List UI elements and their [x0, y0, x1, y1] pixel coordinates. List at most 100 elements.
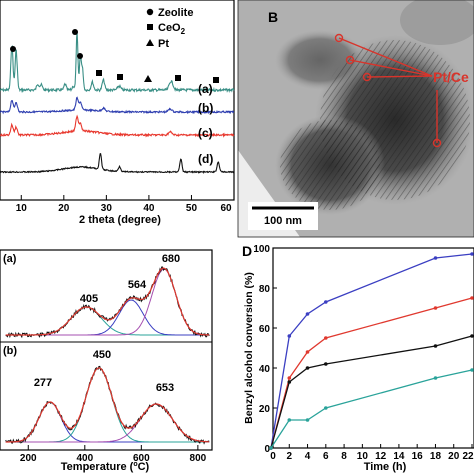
x-tick-label: 400: [76, 453, 93, 464]
peak-label-680: 680: [162, 253, 180, 265]
panel-c: 200 400 600 800 (a) (b) 405 564 680 277 450…: [0, 249, 213, 473]
tpr-label-a: (a): [3, 253, 17, 265]
ceo2-peak-marker: [117, 74, 123, 80]
conversion-point-0: [470, 252, 474, 256]
conversion-point-1: [324, 336, 328, 340]
curve-label-a: (a): [198, 82, 213, 96]
pt-ce-label: Pt/Ce: [433, 69, 469, 85]
ceo2-peak-marker: [96, 70, 102, 76]
x-tick-label: 10: [16, 203, 28, 214]
conversion-point-2: [324, 362, 328, 366]
y-tick-label: 60: [259, 324, 271, 335]
x-tick-label: 2: [286, 451, 292, 462]
conversion-point-1: [305, 350, 310, 354]
panel-d-frame: [272, 247, 474, 449]
y-tick-label: 80: [259, 284, 271, 295]
peak-label-653: 653: [156, 382, 174, 394]
x-tick-label: 10: [357, 451, 369, 462]
x-tick-label: 0: [270, 451, 276, 462]
curve-label-d: (d): [198, 152, 213, 166]
panel-c-frame: [0, 249, 213, 451]
x-tick-label: 4: [305, 451, 311, 462]
panel-d-letter: D: [242, 243, 252, 259]
x-tick-label: 30: [101, 203, 113, 214]
panel-a: 10 20 30 40 50 60 Zeolite CeO2 Pt (a) (b) (c)…: [0, 0, 235, 226]
y-tick-label: 20: [259, 404, 271, 415]
panel-c-xlabel: Temperature (oC): [61, 461, 150, 473]
conversion-point-1: [287, 376, 292, 380]
xrd-series-d: [0, 153, 235, 174]
tpr-fit-b: [5, 367, 210, 443]
ceo2-peak-marker: [175, 75, 181, 81]
x-tick-label: 6: [323, 451, 329, 462]
conversion-point-0: [287, 334, 292, 338]
scale-bar-label: 100 nm: [264, 215, 302, 227]
ceo2-peak-marker: [213, 77, 219, 83]
tpr-component-b-0: [5, 401, 210, 443]
panel-c-x-ticks: 200 400 600 800: [20, 445, 207, 464]
conversion-line-0: [270, 253, 473, 449]
conversion-point-3: [269, 446, 273, 450]
tpr-curves: [5, 266, 210, 445]
xrd-curves: [0, 32, 235, 174]
xrd-series-b: [0, 96, 235, 115]
tpr-label-b: (b): [3, 345, 17, 357]
conversion-point-0: [305, 312, 310, 316]
panel-a-x-ticks: 10 20 30 40 50 60: [16, 195, 235, 214]
x-tick-label: 50: [186, 203, 198, 214]
panel-d-ylabel: Benzyl alcohol conversion (%): [243, 272, 255, 424]
panel-a-legend: Zeolite CeO2 Pt: [146, 7, 193, 50]
pt-marker-icon: [146, 39, 154, 46]
conversion-point-3: [287, 418, 292, 422]
x-tick-label: 40: [143, 203, 155, 214]
y-tick-label: 40: [259, 364, 271, 375]
xrd-series-a: [0, 32, 235, 94]
x-tick-label: 600: [133, 453, 150, 464]
conversion-point-2: [470, 334, 474, 338]
legend-ceo2: CeO2: [158, 22, 186, 36]
conversion-point-3: [305, 418, 310, 422]
x-tick-label: 800: [190, 453, 207, 464]
panel-b: B Pt/Ce 100 nm: [237, 0, 474, 238]
peak-label-405: 405: [80, 293, 98, 305]
conversion-series: [269, 252, 474, 450]
pt-ce-annotation: [334, 33, 442, 148]
conversion-point-3: [433, 376, 438, 380]
x-tick-label: 20: [58, 203, 70, 214]
conversion-line-2: [270, 335, 473, 449]
conversion-point-1: [433, 306, 438, 310]
y-tick-label: 0: [264, 444, 270, 455]
x-tick-label: 12: [375, 451, 387, 462]
pt-peak-marker: [144, 75, 152, 82]
tpr-fit-a: [5, 267, 210, 336]
conversion-point-3: [470, 368, 474, 372]
conversion-point-0: [433, 256, 438, 260]
legend-zeolite: Zeolite: [158, 7, 193, 19]
curve-label-b: (b): [198, 101, 213, 115]
peak-label-564: 564: [128, 279, 147, 291]
x-tick-label: 60: [220, 203, 232, 214]
conversion-point-0: [324, 300, 328, 304]
conversion-point-1: [470, 296, 474, 300]
y-tick-label: 100: [253, 244, 270, 255]
xrd-series-c: [0, 114, 235, 138]
conversion-point-3: [324, 406, 328, 410]
panel-d-xlabel: Time (h): [364, 461, 407, 473]
panel-a-frame: [0, 0, 235, 201]
ceo2-marker-icon: [147, 24, 153, 30]
peak-label-450: 450: [93, 349, 111, 361]
curve-label-c: (c): [198, 126, 213, 140]
panel-a-xlabel: 2 theta (degree): [79, 214, 161, 226]
x-tick-label: 20: [448, 451, 460, 462]
conversion-line-3: [270, 369, 473, 449]
zeolite-peak-marker: [10, 46, 16, 52]
peak-label-277: 277: [34, 377, 52, 389]
zeolite-peak-marker: [72, 29, 78, 35]
zeolite-peak-marker: [77, 53, 83, 59]
legend-pt: Pt: [158, 38, 169, 50]
panel-b-letter: B: [268, 9, 278, 25]
conversion-point-2: [433, 344, 438, 348]
